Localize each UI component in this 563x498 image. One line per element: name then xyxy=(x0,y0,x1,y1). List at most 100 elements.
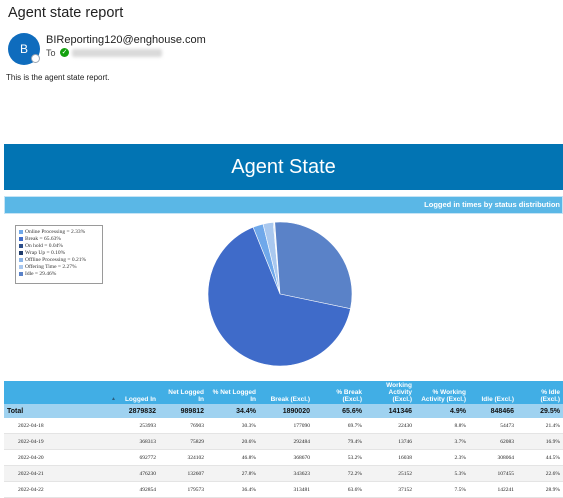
table-cell: 989812 xyxy=(159,404,207,418)
sender-address[interactable]: BIReporting120@enghouse.com xyxy=(46,34,206,46)
legend-item[interactable]: Offering Time = 2.27% xyxy=(19,263,99,270)
table-cell: 3.7% xyxy=(415,433,469,450)
table-cell: 36.4% xyxy=(207,481,259,498)
legend-label: Online Processing = 2.33% xyxy=(25,228,86,235)
chart-header-bar: Logged in times by status distribution xyxy=(4,196,563,214)
legend-label: Idle = 29.46% xyxy=(25,270,57,277)
table-cell: 2022-04-20 xyxy=(4,449,119,466)
table-cell: 313481 xyxy=(259,481,313,498)
table-cell: 54473 xyxy=(469,418,517,434)
table-cell: 46.8% xyxy=(207,449,259,466)
table-cell: 20.6% xyxy=(207,433,259,450)
report-table: ▲ Logged In Net Logged In% Net Logged In Br… xyxy=(4,381,563,498)
column-header[interactable]: % Break (Excl.) xyxy=(313,381,365,404)
table-cell: 4.9% xyxy=(415,404,469,418)
legend-item[interactable]: On hold = 0.04% xyxy=(19,242,99,249)
column-header[interactable]: Net Logged In xyxy=(159,381,207,404)
sort-icon[interactable]: ▲ xyxy=(111,396,116,402)
table-cell: 22.6% xyxy=(517,465,563,482)
recipient-redacted[interactable] xyxy=(72,49,162,57)
table-cell: 107455 xyxy=(469,465,517,482)
table-cell: Total xyxy=(4,404,119,418)
recipient-check-icon: ✓ xyxy=(60,48,69,57)
table-cell: 79.4% xyxy=(313,433,365,450)
legend-swatch xyxy=(19,229,23,234)
pie-slice[interactable] xyxy=(274,221,353,310)
table-cell: 53.2% xyxy=(313,449,365,466)
legend-item[interactable]: Online Processing = 2.33% xyxy=(19,228,99,235)
column-header[interactable]: % Working Activity (Excl.) xyxy=(415,381,469,404)
column-header[interactable]: Logged In xyxy=(119,381,159,404)
legend-label: On hold = 0.04% xyxy=(25,242,63,249)
legend-swatch xyxy=(19,264,23,269)
legend-label: Offering Time = 2.27% xyxy=(25,263,77,270)
email-body-text: This is the agent state report. xyxy=(6,73,110,82)
pie-slice[interactable] xyxy=(207,226,351,367)
table-row[interactable]: 2022-04-22 492854 179573 36.4% 313481 63.6% 37… xyxy=(4,481,563,498)
table-cell: 2879832 xyxy=(119,404,159,418)
legend-item[interactable]: Wrap Up = 0.10% xyxy=(19,249,99,256)
table-cell: 2022-04-22 xyxy=(4,481,119,498)
table-cell: 476230 xyxy=(119,465,159,482)
avatar-initial: B xyxy=(19,42,28,56)
email-subject: Agent state report xyxy=(8,5,124,21)
to-label: To xyxy=(46,48,56,58)
total-row: Total 2879832 989812 34.4% 1890020 65.6% 14134… xyxy=(4,404,563,418)
chart-title: Logged in times by status distribution xyxy=(424,200,560,209)
column-header[interactable]: ▲ xyxy=(4,381,119,404)
table-cell: 177090 xyxy=(259,418,313,434)
table-row[interactable]: 2022-04-21 476230 132607 27.8% 343623 72.2% 25… xyxy=(4,465,563,482)
table-cell: 141346 xyxy=(365,404,415,418)
table-cell: 16.9% xyxy=(517,433,563,450)
column-header[interactable]: Idle (Excl.) xyxy=(469,381,517,404)
table-cell: 343623 xyxy=(259,465,313,482)
report-title: Agent State xyxy=(231,155,336,178)
table-row[interactable]: 2022-04-19 368313 75829 20.6% 292484 79.4% 137… xyxy=(4,433,563,450)
report-banner: Agent State xyxy=(4,144,563,190)
table-cell: 30.3% xyxy=(207,418,259,434)
table-cell: 368313 xyxy=(119,433,159,450)
table-cell: 22430 xyxy=(365,418,415,434)
table-cell: 2022-04-18 xyxy=(4,418,119,434)
column-header[interactable]: Break (Excl.) xyxy=(259,381,313,404)
table-cell: 848466 xyxy=(469,404,517,418)
table-cell: 16038 xyxy=(365,449,415,466)
table-row[interactable]: 2022-04-18 253993 76903 30.3% 177090 69.7% 224… xyxy=(4,418,563,434)
table-cell: 368670 xyxy=(259,449,313,466)
chart-legend: Online Processing = 2.33% Break = 65.63% O… xyxy=(15,225,103,284)
table-cell: 34.4% xyxy=(207,404,259,418)
legend-item[interactable]: Idle = 29.46% xyxy=(19,270,99,277)
table-cell: 25152 xyxy=(365,465,415,482)
table-cell: 142241 xyxy=(469,481,517,498)
legend-swatch xyxy=(19,257,23,262)
table-cell: 692772 xyxy=(119,449,159,466)
column-header[interactable]: % Net Logged In xyxy=(207,381,259,404)
table-cell: 72.2% xyxy=(313,465,365,482)
table-cell: 21.4% xyxy=(517,418,563,434)
column-header[interactable]: % Idle (Excl.) xyxy=(517,381,563,404)
column-header[interactable]: Working Activity (Excl.) xyxy=(365,381,415,404)
table-cell: 324102 xyxy=(159,449,207,466)
table-cell: 8.8% xyxy=(415,418,469,434)
table-cell: 65.6% xyxy=(313,404,365,418)
table-cell: 253993 xyxy=(119,418,159,434)
table-row[interactable]: 2022-04-20 692772 324102 46.8% 368670 53.2% 16… xyxy=(4,449,563,466)
table-cell: 179573 xyxy=(159,481,207,498)
presence-status-icon xyxy=(31,54,40,63)
table-cell: 69.7% xyxy=(313,418,365,434)
table-cell: 5.3% xyxy=(415,465,469,482)
table-cell: 492854 xyxy=(119,481,159,498)
table-cell: 7.5% xyxy=(415,481,469,498)
legend-label: Offline Processing = 0.21% xyxy=(25,256,87,263)
legend-swatch xyxy=(19,236,23,241)
table-cell: 29.5% xyxy=(517,404,563,418)
legend-item[interactable]: Break = 65.63% xyxy=(19,235,99,242)
table-cell: 2.3% xyxy=(415,449,469,466)
table-cell: 292484 xyxy=(259,433,313,450)
legend-item[interactable]: Offline Processing = 0.21% xyxy=(19,256,99,263)
sender-avatar[interactable]: B xyxy=(8,33,40,65)
table-cell: 1890020 xyxy=(259,404,313,418)
legend-swatch xyxy=(19,250,23,255)
table-cell: 132607 xyxy=(159,465,207,482)
table-cell: 63.6% xyxy=(313,481,365,498)
